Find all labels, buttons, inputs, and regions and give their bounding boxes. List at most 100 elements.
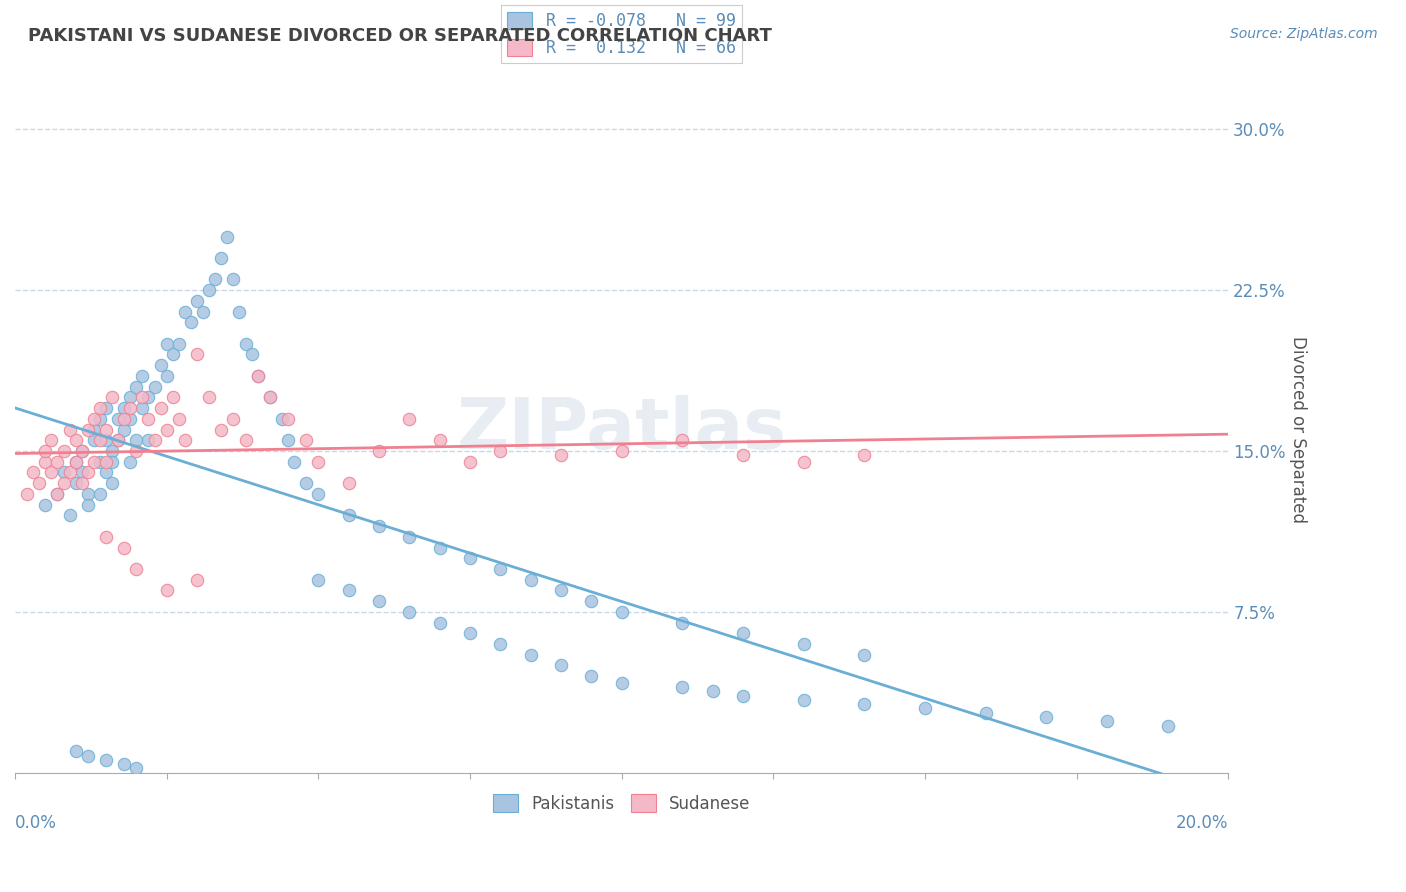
Point bbox=[914, 701, 936, 715]
Point bbox=[277, 412, 299, 426]
Point bbox=[186, 293, 208, 308]
Point bbox=[173, 304, 195, 318]
Point bbox=[974, 706, 997, 720]
Point bbox=[15, 487, 38, 501]
Point bbox=[550, 448, 572, 462]
Point bbox=[59, 423, 82, 437]
Point bbox=[70, 444, 93, 458]
Point bbox=[41, 466, 63, 480]
Point bbox=[112, 401, 135, 416]
Point bbox=[702, 684, 724, 698]
Point bbox=[228, 304, 250, 318]
Legend: Pakistanis, Sudanese: Pakistanis, Sudanese bbox=[486, 788, 758, 820]
Point bbox=[65, 455, 87, 469]
Point bbox=[112, 757, 135, 772]
Point bbox=[52, 476, 75, 491]
Point bbox=[489, 562, 512, 576]
Point bbox=[76, 748, 98, 763]
Point bbox=[1095, 714, 1118, 729]
Point bbox=[398, 412, 420, 426]
Point bbox=[240, 347, 263, 361]
Point bbox=[259, 390, 281, 404]
Point bbox=[65, 744, 87, 758]
Point bbox=[1156, 718, 1178, 732]
Point bbox=[235, 336, 257, 351]
Point bbox=[307, 573, 329, 587]
Point bbox=[191, 304, 214, 318]
Point bbox=[107, 434, 129, 448]
Point bbox=[295, 434, 318, 448]
Point bbox=[277, 434, 299, 448]
Point bbox=[83, 434, 105, 448]
Point bbox=[46, 487, 69, 501]
Point bbox=[131, 401, 153, 416]
Point bbox=[107, 434, 129, 448]
Point bbox=[76, 466, 98, 480]
Point bbox=[173, 434, 195, 448]
Point bbox=[143, 434, 166, 448]
Point bbox=[22, 466, 45, 480]
Point bbox=[46, 487, 69, 501]
Point bbox=[1035, 710, 1057, 724]
Point bbox=[167, 336, 190, 351]
Point bbox=[149, 401, 172, 416]
Point bbox=[283, 455, 305, 469]
Point bbox=[94, 530, 117, 544]
Point bbox=[519, 573, 541, 587]
Point bbox=[246, 368, 269, 383]
Point bbox=[398, 530, 420, 544]
Point bbox=[307, 487, 329, 501]
Point bbox=[94, 401, 117, 416]
Text: PAKISTANI VS SUDANESE DIVORCED OR SEPARATED CORRELATION CHART: PAKISTANI VS SUDANESE DIVORCED OR SEPARA… bbox=[28, 27, 772, 45]
Point bbox=[156, 583, 179, 598]
Point bbox=[59, 508, 82, 523]
Point bbox=[138, 412, 160, 426]
Point bbox=[368, 444, 391, 458]
Point bbox=[156, 368, 179, 383]
Point bbox=[52, 466, 75, 480]
Point bbox=[120, 390, 142, 404]
Point bbox=[156, 423, 179, 437]
Point bbox=[125, 434, 148, 448]
Point bbox=[83, 455, 105, 469]
Point bbox=[34, 455, 56, 469]
Point bbox=[94, 455, 117, 469]
Point bbox=[671, 434, 693, 448]
Point bbox=[94, 753, 117, 767]
Text: Source: ZipAtlas.com: Source: ZipAtlas.com bbox=[1230, 27, 1378, 41]
Point bbox=[162, 390, 184, 404]
Point bbox=[59, 466, 82, 480]
Text: ZIPatlas: ZIPatlas bbox=[457, 395, 787, 464]
Point bbox=[131, 390, 153, 404]
Point bbox=[125, 444, 148, 458]
Point bbox=[89, 455, 111, 469]
Point bbox=[156, 336, 179, 351]
Point bbox=[70, 444, 93, 458]
Point bbox=[131, 368, 153, 383]
Point bbox=[853, 448, 876, 462]
Point bbox=[65, 476, 87, 491]
Point bbox=[125, 562, 148, 576]
Point bbox=[125, 379, 148, 393]
Point bbox=[222, 412, 245, 426]
Point bbox=[793, 455, 815, 469]
Point bbox=[101, 476, 124, 491]
Point bbox=[610, 444, 633, 458]
Point bbox=[70, 466, 93, 480]
Point bbox=[162, 347, 184, 361]
Point bbox=[143, 379, 166, 393]
Point bbox=[149, 358, 172, 372]
Point bbox=[94, 466, 117, 480]
Point bbox=[120, 401, 142, 416]
Point bbox=[52, 444, 75, 458]
Point bbox=[112, 541, 135, 555]
Text: 0.0%: 0.0% bbox=[15, 814, 56, 832]
Point bbox=[731, 626, 754, 640]
Point bbox=[186, 347, 208, 361]
Point bbox=[198, 283, 221, 297]
Point bbox=[198, 390, 221, 404]
Point bbox=[138, 390, 160, 404]
Point bbox=[112, 423, 135, 437]
Point bbox=[581, 594, 603, 608]
Point bbox=[458, 626, 481, 640]
